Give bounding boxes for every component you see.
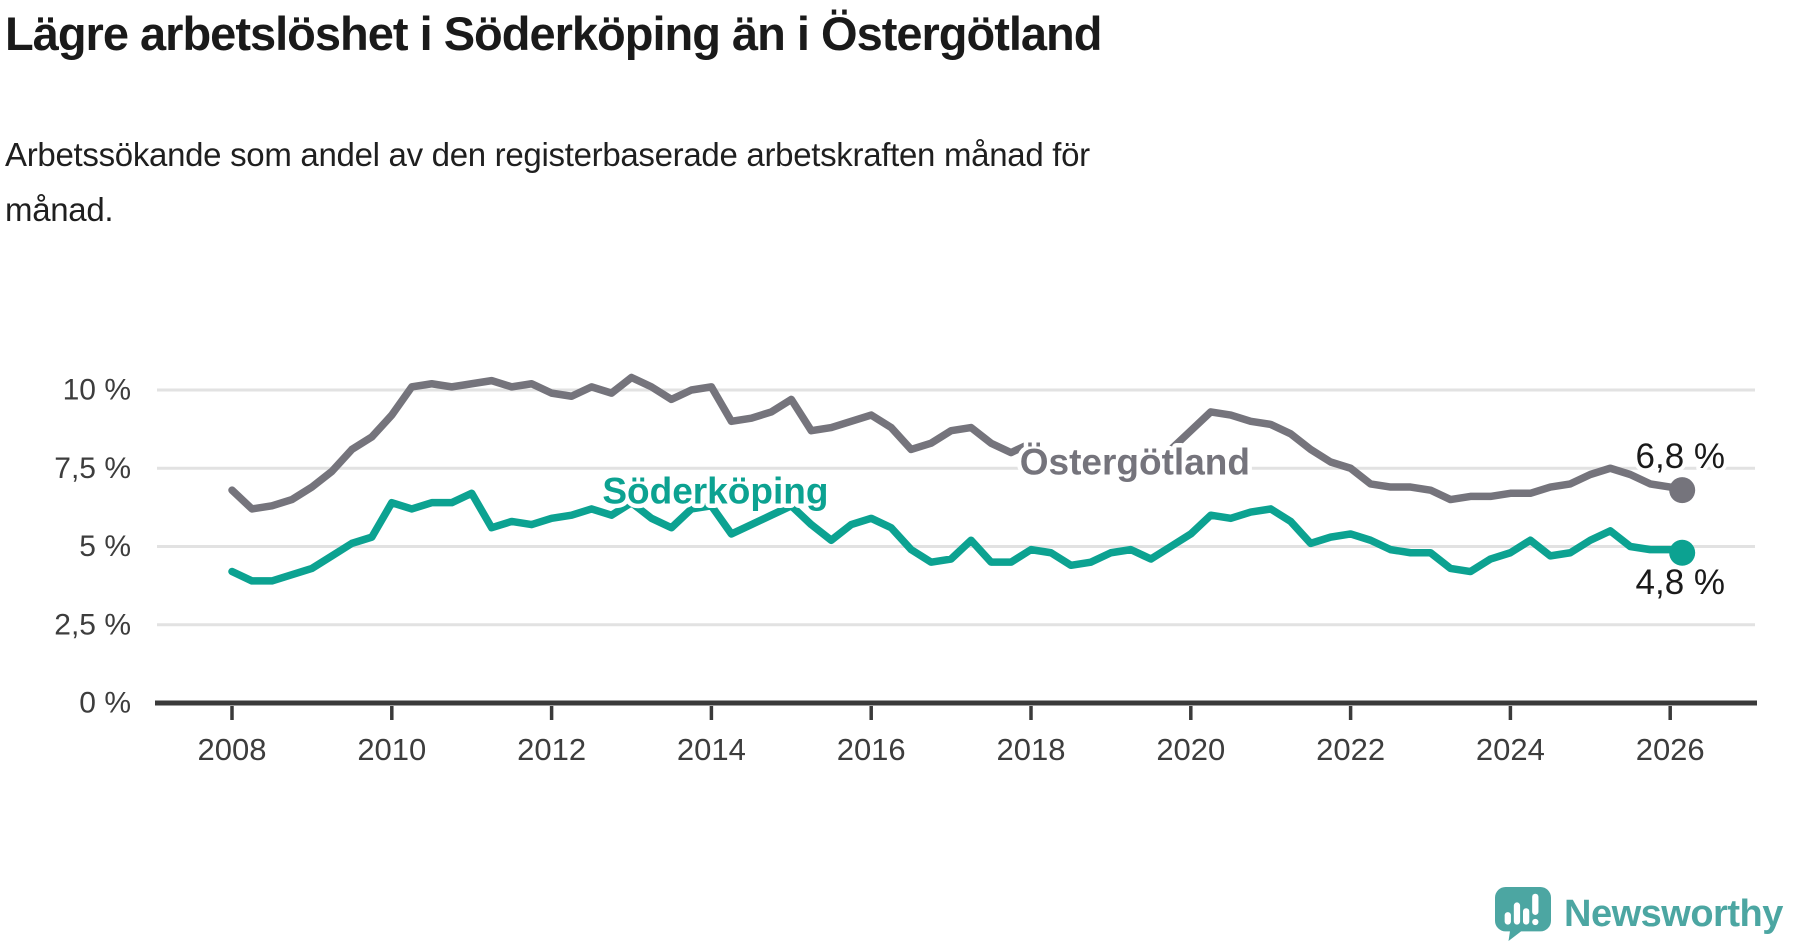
x-tick-label-2024: 2024	[1476, 732, 1545, 767]
x-tick-label-2008: 2008	[198, 732, 267, 767]
y-tick-label: 7,5 %	[54, 452, 131, 485]
x-tick-label-2012: 2012	[517, 732, 586, 767]
end-dot-östergötland	[1669, 477, 1696, 504]
y-tick-label: 0 %	[79, 687, 131, 720]
x-tick-label-2022: 2022	[1316, 732, 1385, 767]
end-value-label-söderköping: 4,8 %	[1636, 563, 1726, 602]
x-tick-label-2014: 2014	[677, 732, 746, 767]
x-tick-label-2018: 2018	[997, 732, 1066, 767]
x-tick-label-2016: 2016	[837, 732, 906, 767]
y-tick-label: 5 %	[79, 530, 131, 563]
newsworthy-brand-text: Newsworthy	[1564, 892, 1783, 935]
series-label-söderköping: Söderköping	[602, 470, 828, 511]
unemployment-line-chart-svg: 10 % 7,5 % 5 % 2,5 % 0 % 2008 2010 2012 2014 2016…	[54, 373, 1757, 767]
series-line-söderköping	[228, 489, 1686, 585]
chart-subtitle: Arbetssökande som andel av den registerb…	[5, 136, 1090, 228]
end-value-label-östergötland: 6,8 %	[1636, 437, 1726, 476]
series-label-östergötland: Östergötland	[1020, 441, 1250, 482]
newsworthy-logo: Newsworthy	[1494, 886, 1783, 942]
line-chart: 10 % 7,5 % 5 % 2,5 % 0 % 2008 2010 2012 2014 2016…	[0, 270, 1800, 790]
series-line-östergötland	[228, 373, 1686, 513]
end-dot-söderköping	[1669, 539, 1696, 566]
chart-title: Lägre arbetslöshet i Söderköping än i Ös…	[5, 7, 1102, 60]
y-tick-label: 2,5 %	[54, 608, 131, 641]
newsworthy-chart-bubble-icon	[1495, 886, 1551, 942]
x-tick-label-2026: 2026	[1636, 732, 1705, 767]
x-tick-label-2020: 2020	[1156, 732, 1225, 767]
y-tick-label: 10 %	[63, 374, 131, 407]
x-tick-label-2010: 2010	[357, 732, 426, 767]
